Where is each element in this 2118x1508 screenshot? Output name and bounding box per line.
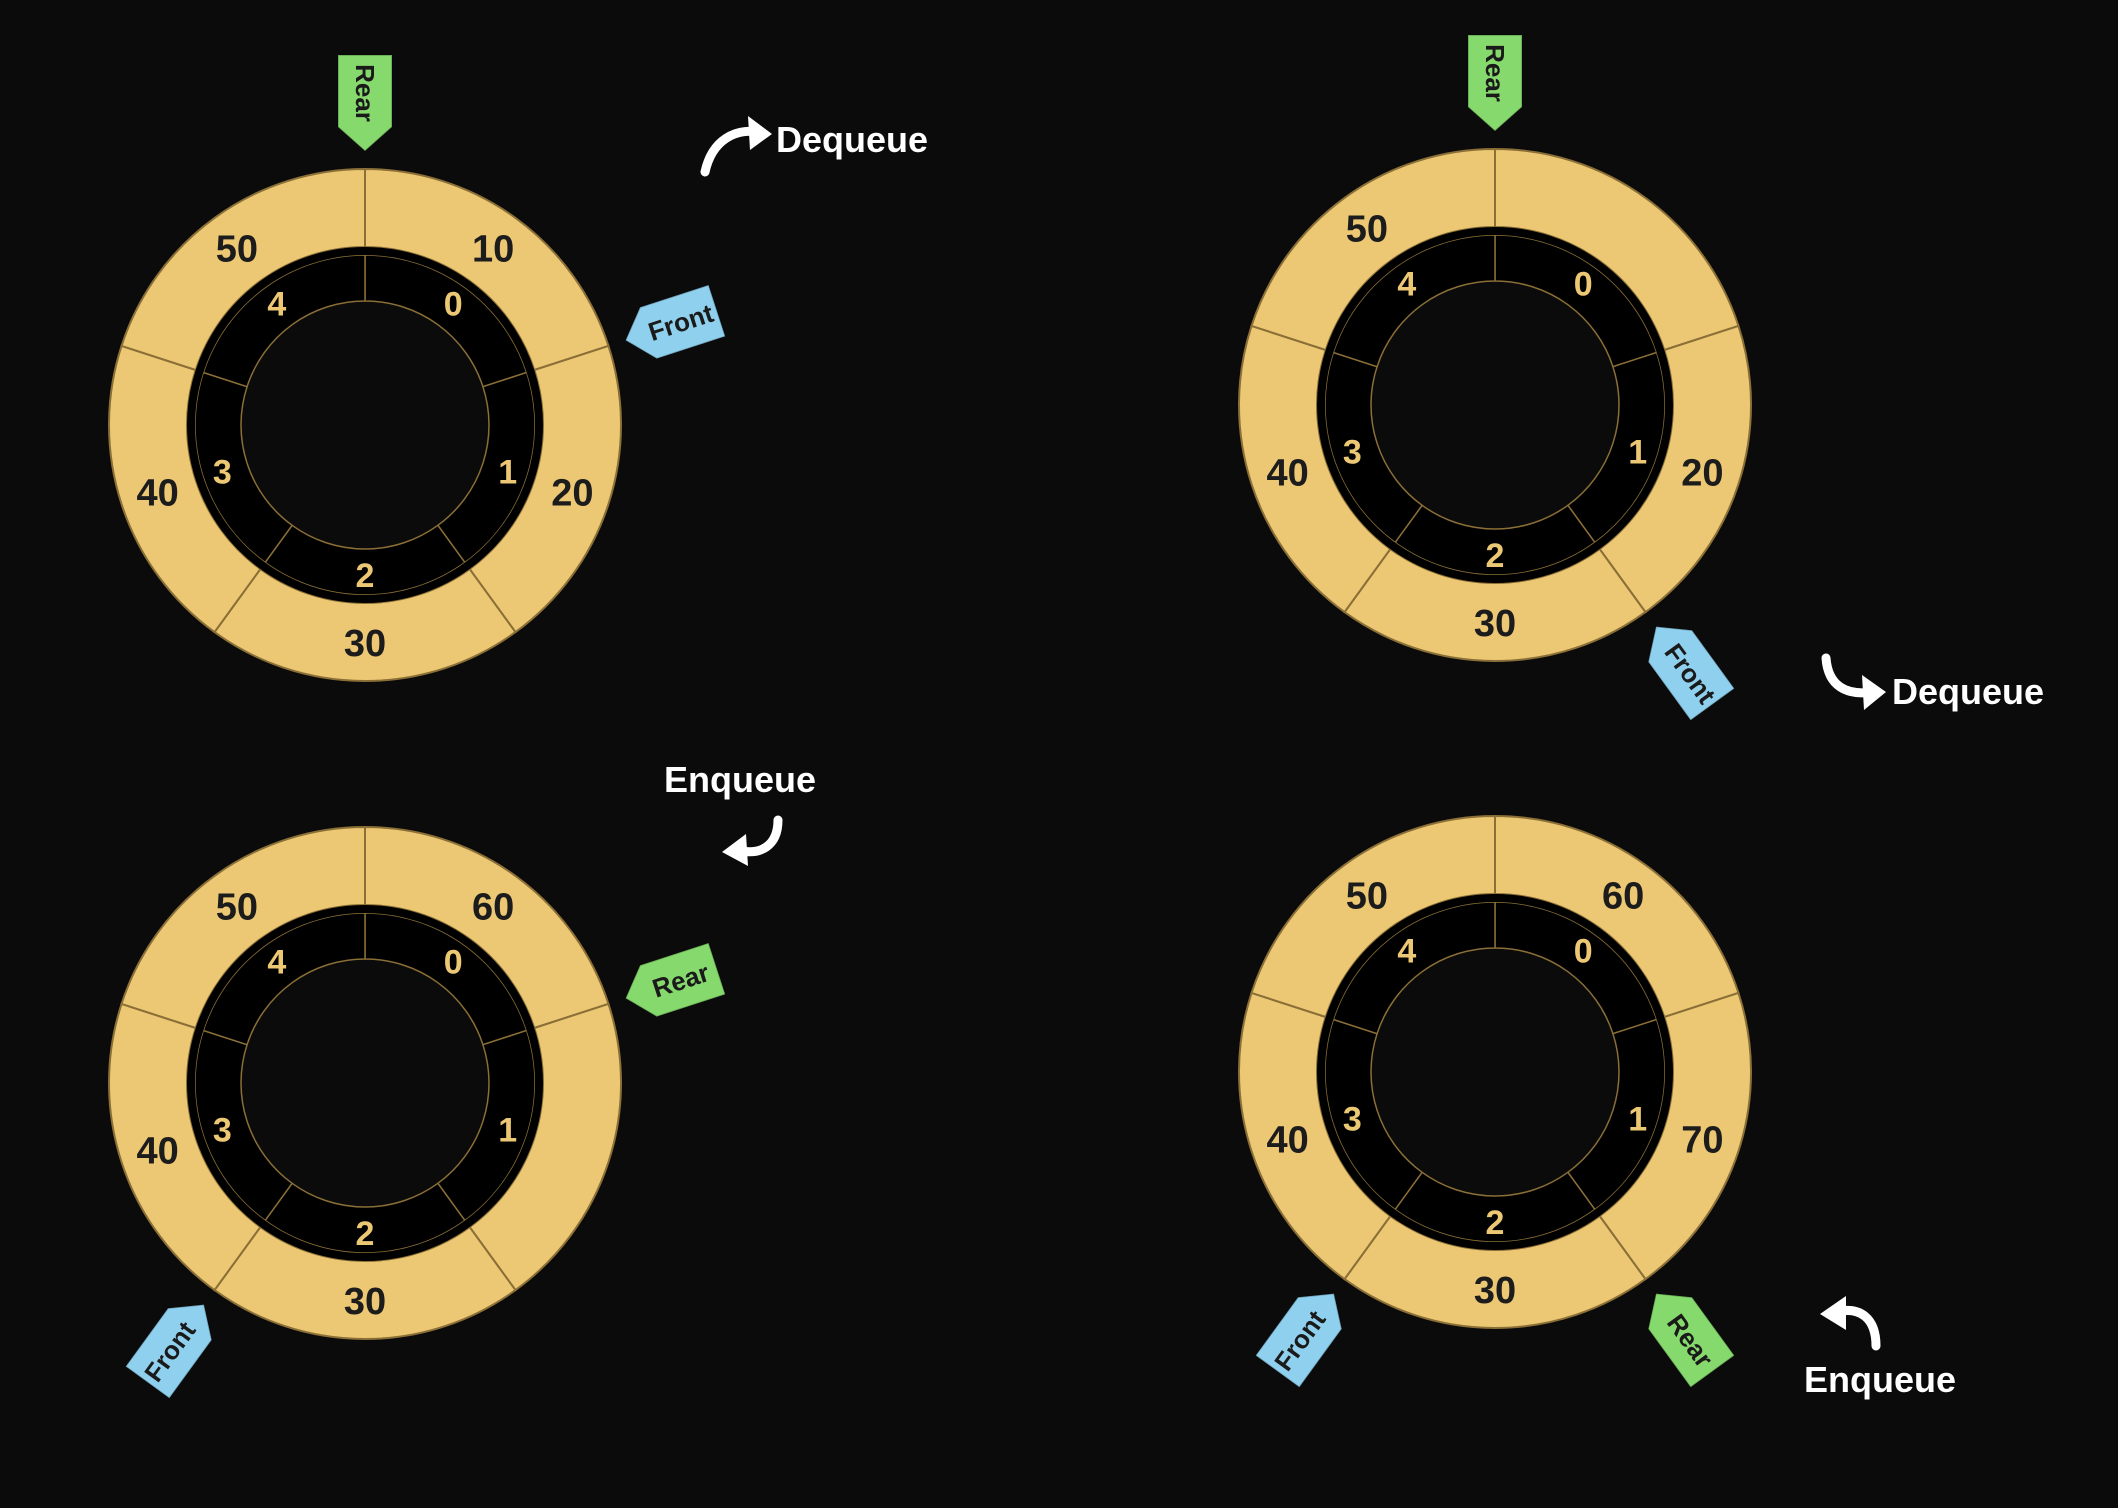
operation-label-dequeue-2: Dequeue	[1892, 671, 2044, 712]
slot-index: 4	[1397, 266, 1416, 304]
index-slot-4	[1332, 901, 1496, 1035]
enqueue-arrow-3-head	[722, 834, 748, 866]
index-slot-4	[202, 912, 366, 1046]
front-pointer-tag-2: Front	[1647, 625, 1736, 721]
front-pointer-tag-1: Front	[624, 284, 726, 360]
slot-value: 40	[1267, 452, 1309, 494]
slot-value: 20	[551, 472, 593, 514]
slot-value: 40	[1267, 1119, 1309, 1161]
slot-value: 50	[216, 229, 258, 271]
operation-label-enqueue-4: Enqueue	[1804, 1359, 1956, 1400]
front-pointer-tag-2-shape	[1647, 625, 1736, 721]
queue-ring-1: 100 20 1 30 2 40 3 504	[107, 167, 623, 683]
dequeue-arrow-2	[1821, 653, 1886, 710]
slot-value: 10	[472, 229, 514, 271]
slot-index: 1	[1628, 433, 1647, 471]
slot-index: 3	[1343, 1100, 1362, 1138]
slot-index: 4	[267, 944, 286, 982]
rear-pointer-tag-4: Rear	[1647, 1292, 1736, 1388]
slot-value: 40	[137, 1130, 179, 1172]
rear-pointer-tag-1-label: Rear	[350, 64, 380, 122]
queue-ring-2: 0 20 1 30 2 40 3 504	[1237, 147, 1753, 663]
slot-value: 30	[1474, 603, 1516, 645]
slot-index: 3	[213, 1111, 232, 1149]
enqueue-arrow-4-head	[1820, 1296, 1846, 1330]
slot-index: 3	[1343, 433, 1362, 471]
front-pointer-tag-4-shape	[1254, 1292, 1343, 1388]
slot-index: 2	[356, 1215, 375, 1253]
slot-index: 2	[356, 557, 375, 595]
front-pointer-tag-1-shape	[624, 284, 726, 360]
rear-pointer-tag-1: Rear	[337, 54, 393, 152]
rear-pointer-tag-2: Rear	[1467, 34, 1523, 132]
slot-index: 4	[1397, 933, 1416, 971]
slot-value: 30	[1474, 1270, 1516, 1312]
slot-value: 20	[1681, 452, 1723, 494]
slot-value: 50	[216, 887, 258, 929]
operation-label-dequeue-1: Dequeue	[776, 119, 928, 160]
rear-pointer-tag-3-shape	[624, 942, 726, 1018]
slot-index: 0	[1574, 266, 1593, 304]
slot-value: 60	[472, 887, 514, 929]
rear-pointer-tag-2-shape	[1467, 34, 1523, 132]
slot-value: 60	[1602, 876, 1644, 918]
slot-value: 50	[1346, 876, 1388, 918]
front-pointer-tag-3-shape	[124, 1303, 213, 1399]
enqueue-arrow-4	[1820, 1296, 1881, 1351]
slot-index: 2	[1486, 537, 1505, 575]
rear-pointer-tag-1-shape	[337, 54, 393, 152]
slot-index: 3	[213, 453, 232, 491]
slot-value: 70	[1681, 1119, 1723, 1161]
slot-value: 30	[344, 1281, 386, 1323]
slot-index: 1	[1628, 1100, 1647, 1138]
slot-index: 0	[1574, 933, 1593, 971]
front-pointer-tag-3: Front	[124, 1303, 213, 1399]
dequeue-arrow-1	[700, 116, 772, 177]
slot-value: 30	[344, 623, 386, 665]
enqueue-arrow-3	[722, 815, 783, 866]
slot-index: 4	[267, 286, 286, 324]
index-slot-4	[202, 254, 366, 388]
rear-pointer-tag-2-label: Rear	[1480, 44, 1510, 102]
queue-ring-4: 600 70 1 30 2 40 3 504	[1237, 814, 1753, 1330]
slot-index: 1	[498, 1111, 517, 1149]
front-pointer-tag-4: Front	[1254, 1292, 1343, 1388]
slot-index: 0	[444, 286, 463, 324]
index-slot-4	[1332, 234, 1496, 368]
dequeue-arrow-2-head	[1862, 675, 1886, 710]
slot-value: 50	[1346, 209, 1388, 251]
queue-ring-3: 600 1 30 2 40 3 504	[107, 825, 623, 1341]
operation-label-enqueue-3: Enqueue	[664, 759, 816, 800]
dequeue-arrow-1-head	[748, 116, 772, 150]
slot-index: 1	[498, 453, 517, 491]
slot-index: 0	[444, 944, 463, 982]
slot-value: 40	[137, 472, 179, 514]
slot-index: 2	[1486, 1204, 1505, 1242]
rear-pointer-tag-3: Rear	[624, 942, 726, 1018]
rear-pointer-tag-4-shape	[1647, 1292, 1736, 1388]
